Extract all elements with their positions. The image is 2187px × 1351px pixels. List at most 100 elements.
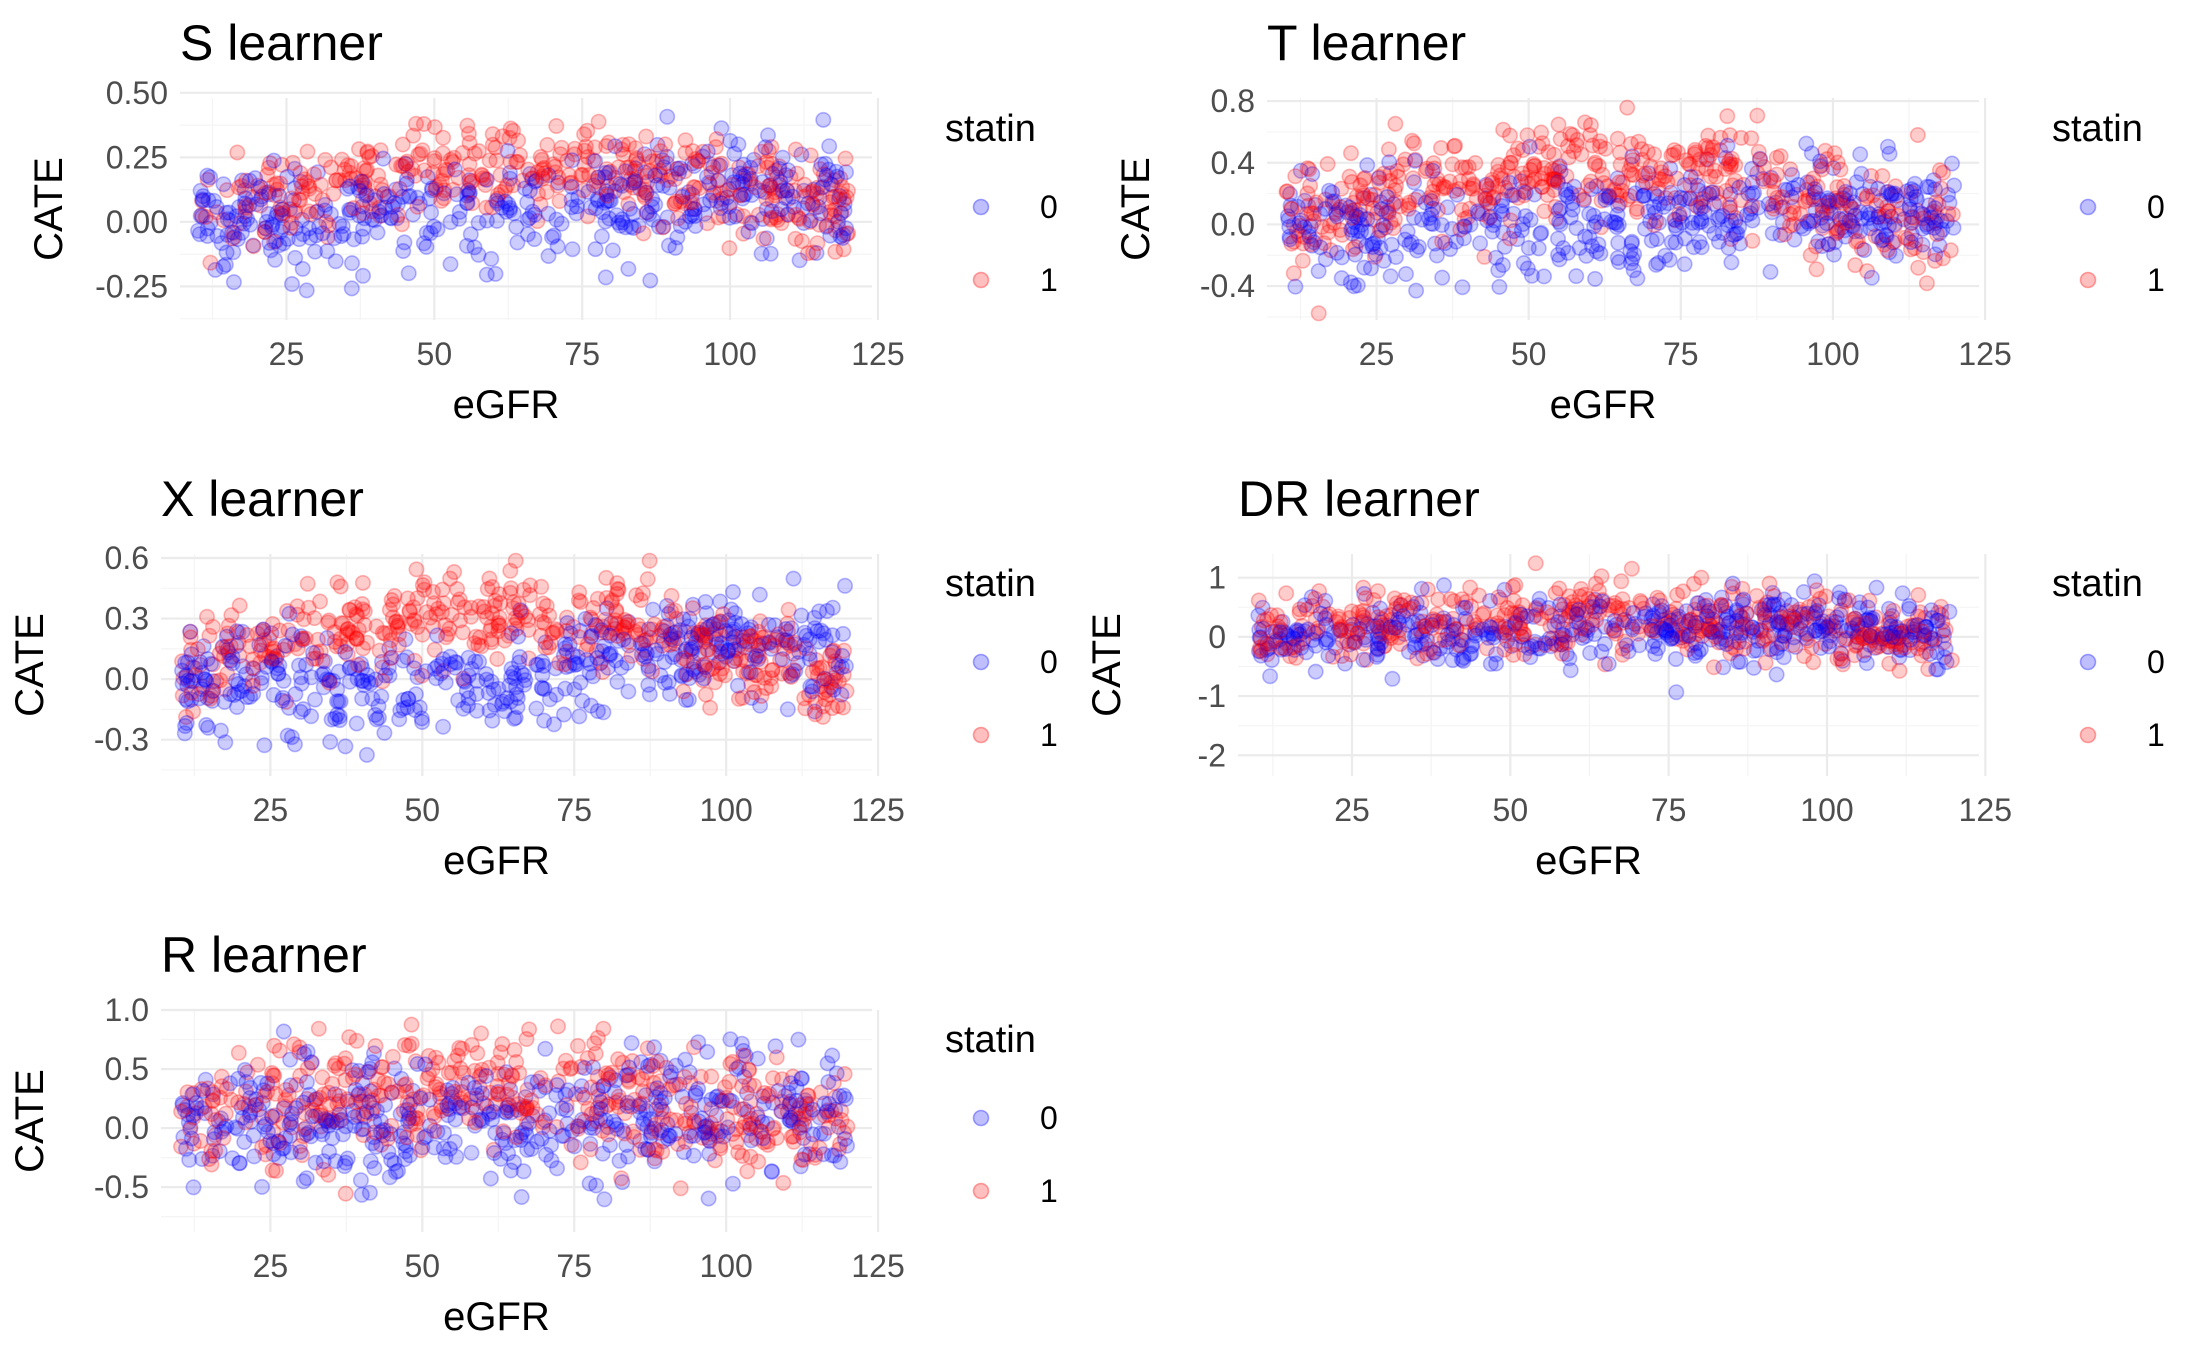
data-point-statin-1	[496, 632, 513, 649]
data-point-statin-1	[505, 600, 522, 617]
data-point-statin-0	[181, 1151, 198, 1168]
legend-key-1	[2079, 726, 2097, 744]
data-point-statin-0	[700, 1190, 717, 1207]
data-point-statin-0	[1408, 282, 1425, 299]
data-point-statin-0	[646, 1039, 663, 1056]
x-tick-label: 125	[851, 792, 904, 828]
data-point-statin-0	[284, 1105, 301, 1122]
data-point-statin-1	[1285, 265, 1302, 282]
data-point-statin-0	[1792, 621, 1809, 638]
data-point-statin-0	[767, 1038, 784, 1055]
data-point-statin-0	[345, 231, 362, 248]
data-point-statin-1	[1832, 161, 1849, 178]
data-point-statin-1	[1743, 130, 1760, 147]
data-point-statin-1	[267, 1085, 284, 1102]
data-point-statin-1	[742, 175, 759, 192]
data-point-statin-0	[1600, 655, 1617, 672]
data-point-statin-1	[433, 192, 450, 209]
data-point-statin-0	[241, 197, 258, 214]
data-point-statin-0	[1381, 154, 1398, 171]
data-point-statin-1	[690, 152, 707, 169]
data-point-statin-0	[777, 167, 794, 184]
data-point-statin-0	[398, 175, 415, 192]
data-point-statin-1	[317, 151, 334, 168]
x-tick-label: 125	[851, 1248, 904, 1284]
y-tick-label: 0.0	[105, 1110, 149, 1146]
data-point-statin-1	[575, 182, 592, 199]
data-point-statin-0	[322, 733, 339, 750]
data-point-statin-0	[735, 156, 752, 173]
data-point-statin-0	[192, 207, 209, 224]
data-point-statin-0	[1795, 583, 1812, 600]
data-point-statin-1	[403, 1016, 420, 1033]
data-point-statin-0	[587, 200, 604, 217]
data-point-statin-0	[649, 136, 666, 153]
data-point-statin-0	[331, 708, 348, 725]
data-point-statin-0	[502, 170, 519, 187]
data-point-statin-1	[299, 1060, 316, 1077]
data-point-statin-0	[423, 204, 440, 221]
data-point-statin-1	[1831, 192, 1848, 209]
data-point-statin-1	[532, 196, 549, 213]
data-point-statin-0	[1663, 234, 1680, 251]
data-point-statin-1	[426, 150, 443, 167]
data-point-statin-0	[621, 200, 638, 217]
data-point-statin-1	[767, 209, 784, 226]
data-point-statin-0	[257, 1116, 274, 1133]
data-point-statin-0	[836, 202, 853, 219]
data-point-statin-0	[1623, 255, 1640, 272]
data-point-statin-1	[1573, 146, 1590, 163]
data-point-statin-0	[366, 212, 383, 229]
data-point-statin-1	[501, 129, 518, 146]
data-point-statin-0	[743, 187, 760, 204]
data-point-statin-1	[1700, 127, 1717, 144]
data-point-statin-0	[1762, 263, 1779, 280]
data-point-statin-0	[719, 189, 736, 206]
data-point-statin-0	[429, 221, 446, 238]
data-point-statin-0	[1853, 165, 1870, 182]
data-point-statin-0	[1301, 228, 1318, 245]
data-point-statin-0	[295, 701, 312, 718]
data-point-statin-0	[236, 182, 253, 199]
data-point-statin-1	[697, 686, 714, 703]
data-point-statin-0	[835, 625, 852, 642]
data-point-statin-1	[737, 166, 754, 183]
legend-label-1: 1	[1040, 262, 1058, 298]
data-point-statin-0	[515, 1163, 532, 1180]
data-point-statin-0	[202, 169, 219, 186]
data-point-statin-0	[811, 189, 828, 206]
data-point-statin-0	[266, 251, 283, 268]
data-point-statin-0	[818, 218, 835, 235]
data-point-statin-0	[283, 275, 300, 292]
data-point-statin-0	[501, 202, 518, 219]
data-point-statin-1	[521, 1021, 538, 1038]
data-point-statin-0	[804, 678, 821, 695]
data-point-statin-0	[558, 1102, 575, 1119]
data-point-statin-0	[395, 243, 412, 260]
data-point-statin-1	[702, 699, 719, 716]
data-point-statin-0	[401, 1110, 418, 1127]
data-point-statin-1	[583, 1079, 600, 1096]
data-point-statin-0	[350, 179, 367, 196]
data-point-statin-0	[772, 173, 789, 190]
data-point-statin-0	[281, 605, 298, 622]
data-point-statin-0	[314, 666, 331, 683]
data-point-statin-1	[782, 169, 799, 186]
data-point-statin-0	[519, 226, 536, 243]
legend-key-1	[2079, 271, 2097, 289]
data-point-statin-1	[372, 207, 389, 224]
data-point-statin-0	[1433, 217, 1450, 234]
data-point-statin-0	[328, 693, 345, 710]
data-point-statin-0	[1558, 186, 1575, 203]
data-point-statin-1	[393, 158, 410, 175]
data-point-statin-1	[625, 1129, 642, 1146]
data-point-statin-0	[260, 184, 277, 201]
y-tick-label: 0.8	[1211, 83, 1255, 119]
data-point-statin-0	[777, 620, 794, 637]
data-point-statin-1	[734, 1148, 751, 1165]
data-point-statin-0	[1863, 269, 1880, 286]
data-point-statin-0	[256, 737, 273, 754]
data-point-statin-0	[1868, 579, 1885, 596]
data-point-statin-1	[712, 1140, 729, 1157]
data-point-statin-1	[301, 180, 318, 197]
